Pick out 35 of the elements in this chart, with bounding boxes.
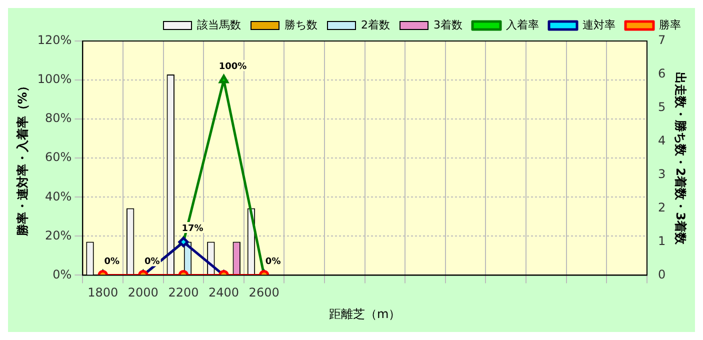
data-label: 0% (144, 257, 160, 268)
data-label: 0% (265, 257, 281, 268)
y-axis-title: 勝率・連対率・入着率（%） (15, 80, 30, 238)
y2-tick-label: 2 (658, 200, 666, 214)
y2-axis-title: 出走数・勝ち数・2着数・3着数 (674, 72, 688, 246)
data-label: 100% (218, 62, 247, 72)
legend-label: 該当馬数 (197, 18, 242, 32)
y2-tick-label: 4 (658, 133, 666, 148)
legend-label: 連対率 (582, 18, 616, 32)
y-tick-label: 100% (37, 72, 72, 86)
y2-tick-label: 5 (658, 100, 666, 114)
data-label: 17% (182, 224, 204, 234)
legend-label: 入着率 (506, 18, 539, 32)
y-tick-label: 40% (45, 189, 72, 204)
y-tick-label: 80% (45, 111, 72, 126)
legend-label: 3着数 (434, 18, 462, 32)
y2-tick-label: 0 (658, 267, 666, 282)
y-tick-label: 20% (45, 228, 72, 242)
data-label: 0% (104, 257, 120, 268)
y-tick-label: 0% (52, 267, 72, 282)
y2-tick-label: 1 (658, 234, 666, 248)
x-tick-label: 2000 (128, 286, 158, 300)
y2-tick-label: 7 (658, 33, 666, 48)
y2-tick-label: 6 (658, 66, 666, 81)
legend-label: 2着数 (361, 18, 390, 32)
x-tick-label: 2400 (208, 286, 240, 300)
y-tick-label: 60% (45, 150, 72, 164)
legend-label: 勝率 (659, 18, 681, 32)
y2-tick-label: 3 (658, 166, 666, 181)
y-tick-label: 120% (37, 33, 72, 48)
x-tick-label: 1800 (88, 286, 118, 300)
legend-label: 勝ち数 (284, 18, 318, 32)
x-tick-label: 2600 (248, 286, 280, 300)
x-tick-label: 2200 (168, 286, 199, 300)
x-axis-title: 距離芝（m） (328, 306, 401, 321)
